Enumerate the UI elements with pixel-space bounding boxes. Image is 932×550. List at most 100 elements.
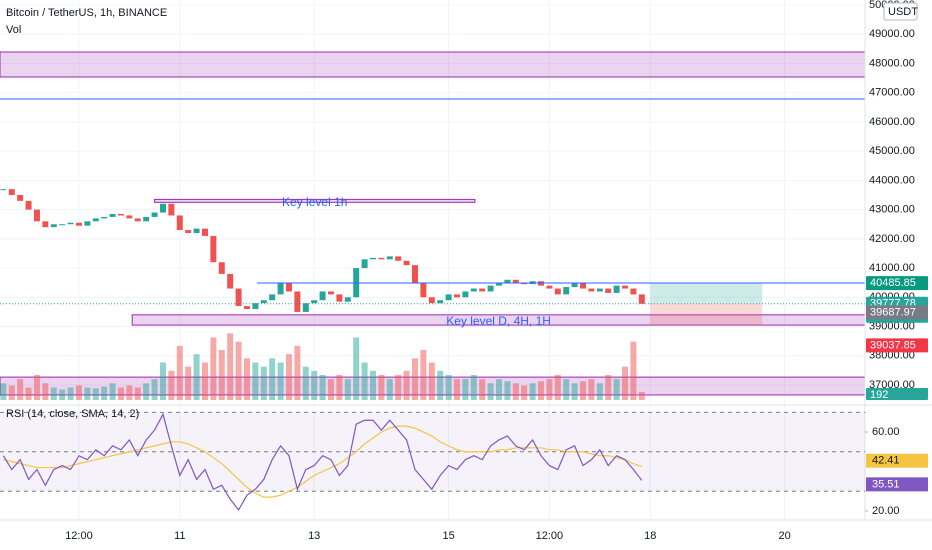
candle xyxy=(201,228,208,236)
candle xyxy=(361,259,368,269)
candle xyxy=(109,214,116,217)
candle xyxy=(252,303,259,310)
volume-bar xyxy=(395,375,402,400)
volume-bar xyxy=(277,362,284,400)
volume-bar xyxy=(470,375,477,400)
volume-bar xyxy=(496,379,503,400)
volume-bar xyxy=(134,387,141,400)
candle xyxy=(126,215,133,219)
volume-bar xyxy=(538,381,545,400)
volume-bar xyxy=(235,341,242,400)
candle xyxy=(378,257,385,260)
candle xyxy=(50,224,57,228)
zone xyxy=(154,198,476,203)
y-tick-label: 39000.00 xyxy=(869,320,915,332)
candle xyxy=(546,285,553,289)
volume-bar xyxy=(176,345,183,400)
candle xyxy=(596,288,603,292)
candle xyxy=(420,282,427,298)
volume-bar xyxy=(84,387,91,400)
volume-bar xyxy=(487,383,494,400)
volume-bar xyxy=(571,383,578,400)
volume-bar xyxy=(403,370,410,400)
y-tick-label: 45000.00 xyxy=(869,145,915,157)
candle xyxy=(176,215,183,231)
volume-tag-bg xyxy=(866,388,928,400)
zone-label: Key level 1h xyxy=(282,195,347,209)
candle xyxy=(8,189,15,196)
candle xyxy=(159,203,166,213)
candle xyxy=(210,235,217,263)
candle xyxy=(428,297,435,304)
candle xyxy=(496,282,503,286)
y-tick-label: 44000.00 xyxy=(869,174,915,186)
volume-bar xyxy=(210,337,217,400)
candle xyxy=(630,288,637,295)
candle xyxy=(403,260,410,266)
candle xyxy=(277,282,284,295)
volume-bar xyxy=(0,383,7,400)
zone-label: Key level D, 4H, 1H xyxy=(446,314,551,328)
volume-bar xyxy=(605,375,612,400)
y-tick-label: 20.00 xyxy=(872,505,900,517)
y-tick-label: 48000.00 xyxy=(869,57,915,69)
volume-bar xyxy=(17,379,24,400)
x-tick-label: 12:00 xyxy=(65,530,93,542)
rsi-tag-bg xyxy=(866,453,928,468)
rsi-line xyxy=(2,412,643,512)
volume-bar xyxy=(336,375,343,400)
x-tick-label: 11 xyxy=(174,530,185,542)
volume-bar xyxy=(454,379,461,400)
volume-bar xyxy=(411,358,418,400)
volume-bar xyxy=(67,387,74,400)
volume-bar xyxy=(563,379,570,400)
volume-tag: 192 xyxy=(870,389,888,401)
volume-bar xyxy=(378,375,385,400)
stop-tag-bg xyxy=(866,338,928,353)
candle xyxy=(67,222,74,225)
target-box xyxy=(650,283,763,304)
y-tick-label: 46000.00 xyxy=(869,116,915,128)
candle xyxy=(622,285,629,289)
volume-bar xyxy=(479,379,486,400)
candle xyxy=(302,303,309,312)
volume-bar xyxy=(512,383,519,400)
volume-bar xyxy=(143,383,150,400)
volume-bar xyxy=(25,387,32,400)
volume-bar xyxy=(193,354,200,400)
candle xyxy=(134,218,141,222)
volume-bar xyxy=(630,341,637,400)
candle xyxy=(437,300,444,304)
volume-bar xyxy=(252,362,259,400)
marker-tag-bg xyxy=(866,305,928,320)
volume-bar xyxy=(361,362,368,400)
volume-bar xyxy=(185,366,192,400)
volume-bar xyxy=(437,370,444,400)
candle xyxy=(411,265,418,283)
candle xyxy=(487,285,494,292)
volume-bar xyxy=(33,375,40,400)
candle xyxy=(151,212,158,217)
candle xyxy=(462,291,469,298)
volume-bar xyxy=(344,379,351,400)
candle xyxy=(344,297,351,302)
volume-bar xyxy=(269,358,276,400)
candle xyxy=(454,294,461,298)
candle xyxy=(327,291,334,295)
candle xyxy=(243,306,250,310)
volume-bar xyxy=(504,381,511,400)
volume-bar xyxy=(75,385,82,400)
volume-bar xyxy=(521,385,528,400)
candle xyxy=(588,288,595,292)
volume-bar xyxy=(428,362,435,400)
candle xyxy=(369,257,376,260)
y-tick-label: 42000.00 xyxy=(869,233,915,245)
stop-box xyxy=(650,303,763,326)
candle xyxy=(218,262,225,274)
candle xyxy=(101,216,108,219)
candle xyxy=(319,291,326,301)
volume-bar xyxy=(622,366,629,400)
candle xyxy=(311,300,318,304)
